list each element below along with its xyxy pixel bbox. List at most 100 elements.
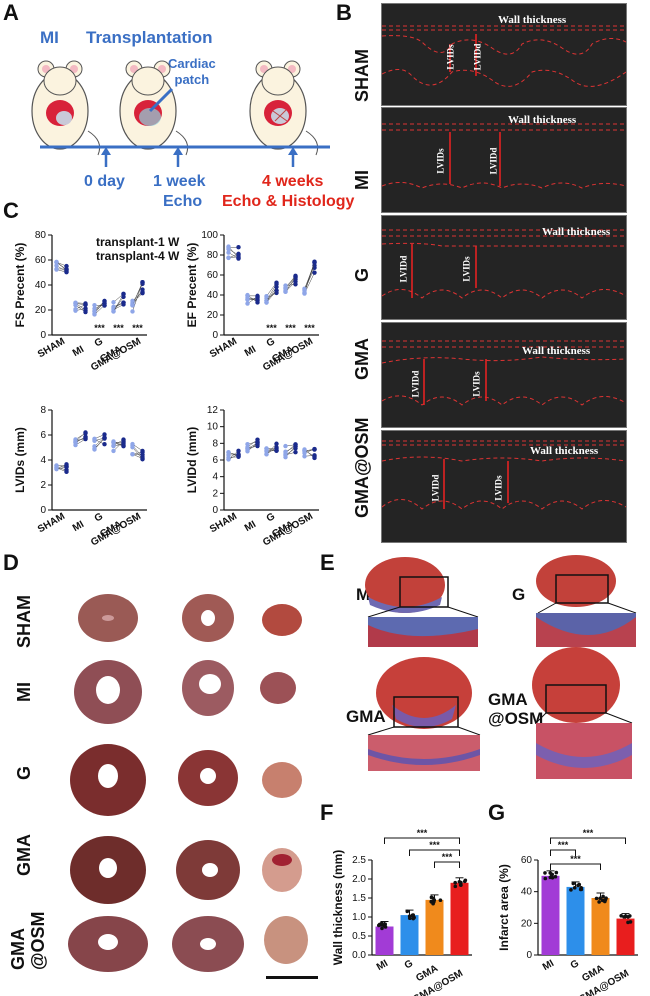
x-tick-label: G <box>265 336 277 350</box>
significance-label: *** <box>285 323 296 333</box>
x-tick-label: G <box>93 336 105 350</box>
histology-label-g: G <box>512 585 526 604</box>
wall-thickness-label: Wall thickness <box>522 345 591 357</box>
mi-label: MI <box>40 28 59 47</box>
data-point <box>577 882 582 887</box>
data-point-4w <box>121 294 126 300</box>
x-tick-label: MI <box>375 958 390 973</box>
panel-label-c: C <box>3 198 19 223</box>
row-label-gma-osm: GMA@OSM <box>352 417 372 518</box>
data-point-1w <box>54 263 59 268</box>
panel-label-g: G <box>488 800 506 825</box>
bar <box>375 926 394 955</box>
data-point <box>453 880 457 885</box>
data-point-1w <box>54 259 59 265</box>
pair-line <box>285 281 296 292</box>
heart-slice-row-mi <box>74 660 296 724</box>
wall-thickness-label: Wall thickness <box>542 226 611 238</box>
bar <box>616 918 635 955</box>
significance-bracket <box>550 863 601 870</box>
echo-image-gma: Wall thickness LVIDd LVIDs <box>381 322 627 428</box>
data-point-4w <box>274 445 279 450</box>
data-point-4w <box>121 443 126 449</box>
data-point <box>554 870 559 875</box>
data-point-1w <box>92 437 97 442</box>
y-tick-label: 60 <box>207 270 219 281</box>
data-point <box>383 925 388 929</box>
data-point-4w <box>83 302 88 307</box>
data-point-1w <box>283 443 288 449</box>
transplantation-label: Transplantation <box>86 28 213 47</box>
row-label-sham: SHAM <box>352 49 372 102</box>
data-point-1w <box>226 255 231 260</box>
mouse-icon <box>119 60 189 156</box>
echo-image-g: Wall thickness LVIDd LVIDs <box>381 215 627 320</box>
data-point-1w <box>130 451 135 457</box>
data-point-4w <box>140 448 145 454</box>
y-axis-label: LVIDd (mm) <box>185 427 199 493</box>
y-tick-label: 6 <box>212 455 218 466</box>
data-point-1w <box>302 454 307 459</box>
data-point-1w <box>264 293 269 299</box>
data-point-4w <box>255 440 260 446</box>
timeline-illustration <box>31 60 330 167</box>
data-point-1w <box>245 293 250 299</box>
y-tick-label: 20 <box>35 305 47 316</box>
y-tick-label: 40 <box>521 887 533 898</box>
histology-images <box>365 555 637 779</box>
y-tick-label: 40 <box>35 280 47 291</box>
data-point-4w <box>236 452 241 458</box>
data-point-1w <box>226 457 231 462</box>
data-point <box>429 895 434 900</box>
x-tick-label: MI <box>541 958 556 973</box>
data-point-4w <box>255 293 260 299</box>
y-tick-label: 0.5 <box>352 931 366 942</box>
data-point <box>594 896 599 901</box>
data-point <box>407 916 412 920</box>
data-point-1w <box>111 440 116 445</box>
significance-label: *** <box>583 828 594 838</box>
y-axis-label: FS Precent (%) <box>13 243 27 328</box>
bar <box>400 915 419 955</box>
data-point-1w <box>111 300 116 305</box>
bar <box>450 882 469 955</box>
y-tick-label: 40 <box>207 290 219 301</box>
data-point-1w <box>283 289 288 294</box>
heart-row-label-g: G <box>14 765 34 780</box>
data-point <box>438 898 443 903</box>
y-tick-label: 60 <box>521 855 533 866</box>
data-point <box>411 913 416 917</box>
data-point-4w <box>64 263 69 269</box>
data-point-4w <box>83 306 88 311</box>
data-point-1w <box>245 301 250 306</box>
data-point-1w <box>92 302 97 308</box>
data-point-1w <box>264 446 269 451</box>
data-point <box>453 884 458 889</box>
y-tick-label: 20 <box>521 918 533 929</box>
panel-label-b: B <box>336 0 352 25</box>
data-point-1w <box>92 312 97 317</box>
data-point-4w <box>312 454 317 459</box>
lvidd-label: LVIDd <box>410 370 421 398</box>
data-point-4w <box>102 432 107 437</box>
bar <box>591 898 610 955</box>
data-point <box>380 926 384 931</box>
data-point-4w <box>140 280 145 285</box>
panel-label-a: A <box>3 0 19 25</box>
wall-thickness-label: Wall thickness <box>498 14 567 26</box>
panel-fg-charts: 0.0 0.5 1.0 1.5 2.0 2.5 Wall thickness (mm) MI G… <box>331 828 638 996</box>
heart-row-label-sham: SHAM <box>14 595 34 648</box>
data-point-1w <box>54 266 59 272</box>
heart-row-label-mi: MI <box>14 682 34 702</box>
data-point <box>619 913 623 918</box>
y-tick-label: 12 <box>207 405 219 416</box>
data-point-4w <box>293 449 298 455</box>
histology-label-gma: GMA <box>346 707 386 726</box>
lvidd-label: LVIDd <box>398 255 409 283</box>
pair-line <box>94 304 105 315</box>
data-point-4w <box>140 289 145 295</box>
histology-label-gma-osm: GMA @OSM <box>488 690 544 728</box>
significance-bracket <box>409 849 460 856</box>
y-tick-label: 4 <box>212 472 218 483</box>
